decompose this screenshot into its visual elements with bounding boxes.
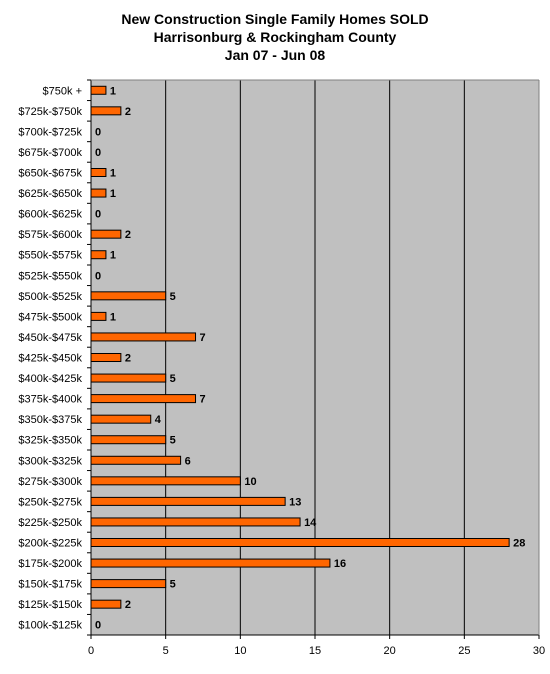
category-label: $100k-$125k [18, 620, 82, 632]
category-label: $450k-$475k [18, 332, 82, 344]
category-label: $300k-$325k [18, 455, 82, 467]
data-label: 7 [200, 394, 206, 406]
bar [90, 496, 286, 506]
data-label: 2 [125, 106, 131, 118]
chart-title-line-1: New Construction Single Family Homes SOL… [121, 11, 429, 27]
category-label: $150k-$175k [18, 579, 82, 591]
category-label: $350k-$375k [18, 414, 82, 426]
bar [90, 168, 107, 177]
data-label: 1 [110, 250, 116, 262]
data-label: 0 [95, 209, 101, 221]
bar [90, 291, 167, 301]
x-tick-label: 5 [163, 645, 169, 657]
data-label: 10 [244, 476, 256, 488]
data-label: 0 [95, 147, 101, 159]
bar [90, 188, 107, 198]
category-label: $700k-$725k [18, 126, 82, 138]
category-label: $375k-$400k [18, 394, 82, 406]
data-label: 1 [110, 168, 116, 180]
bar [90, 455, 182, 465]
category-label: $500k-$525k [18, 291, 82, 303]
data-label: 13 [289, 496, 301, 508]
bar [90, 106, 122, 116]
category-label: $600k-$625k [18, 209, 82, 221]
category-label: $125k-$150k [18, 599, 82, 611]
data-label: 1 [110, 311, 116, 323]
data-label: 28 [513, 538, 525, 550]
bar [90, 250, 107, 260]
x-tick-label: 10 [234, 645, 246, 657]
x-tick-label: 0 [88, 645, 94, 657]
x-tick-label: 30 [533, 645, 545, 657]
bar [90, 558, 331, 568]
data-label: 7 [200, 332, 206, 344]
data-label: 6 [185, 455, 191, 467]
chart-title: New Construction Single Family Homes SOL… [0, 10, 550, 64]
category-label: $275k-$300k [18, 476, 82, 488]
data-label: 1 [110, 188, 116, 200]
data-label: 14 [304, 517, 317, 529]
data-label: 5 [170, 579, 176, 591]
bar [90, 517, 301, 527]
bar [90, 476, 241, 486]
bar [90, 332, 197, 342]
data-label: 1 [110, 85, 116, 97]
category-label: $250k-$275k [18, 496, 82, 508]
category-label: $425k-$450k [18, 353, 82, 365]
bar [90, 394, 197, 404]
category-label: $550k-$575k [18, 250, 82, 262]
bar [90, 579, 167, 589]
data-label: 5 [170, 373, 176, 385]
category-label: $325k-$350k [18, 435, 82, 447]
bar [90, 435, 167, 445]
category-label: $225k-$250k [18, 517, 82, 529]
axes: 0 5 10 15 20 25 30$750k +$725k-$750k$700k-$725… [18, 79, 545, 657]
data-label: 2 [125, 229, 131, 241]
data-label: 0 [95, 620, 101, 632]
bar [90, 373, 167, 383]
bar [90, 538, 510, 547]
category-label: $400k-$425k [18, 373, 82, 385]
bar [90, 414, 152, 424]
chart-title-line-3: Jan 07 - Jun 08 [224, 47, 326, 63]
bar [90, 599, 122, 609]
data-label: 2 [125, 353, 131, 365]
category-label: $650k-$675k [18, 168, 82, 180]
category-label: $575k-$600k [18, 229, 82, 241]
data-label: 2 [125, 599, 131, 611]
data-label: 5 [170, 291, 176, 303]
data-label: 5 [170, 435, 176, 447]
bar [90, 85, 107, 95]
category-label: $725k-$750k [18, 106, 82, 118]
bar [90, 353, 122, 362]
data-label: 4 [155, 414, 162, 426]
x-tick-label: 15 [309, 645, 321, 657]
category-label: $750k + [43, 85, 82, 97]
category-label: $625k-$650k [18, 188, 82, 200]
data-label: 0 [95, 126, 101, 138]
category-label: $175k-$200k [18, 558, 82, 570]
x-tick-label: 25 [458, 645, 470, 657]
chart-title-line-2: Harrisonburg & Rockingham County [153, 29, 397, 45]
category-label: $675k-$700k [18, 147, 82, 159]
category-label: $525k-$550k [18, 270, 82, 282]
data-label: 16 [334, 558, 346, 570]
category-label: $475k-$500k [18, 311, 82, 323]
bar [90, 229, 122, 239]
category-label: $200k-$225k [18, 538, 82, 550]
x-tick-label: 20 [384, 645, 396, 657]
data-label: 0 [95, 270, 101, 282]
bar [90, 311, 107, 321]
